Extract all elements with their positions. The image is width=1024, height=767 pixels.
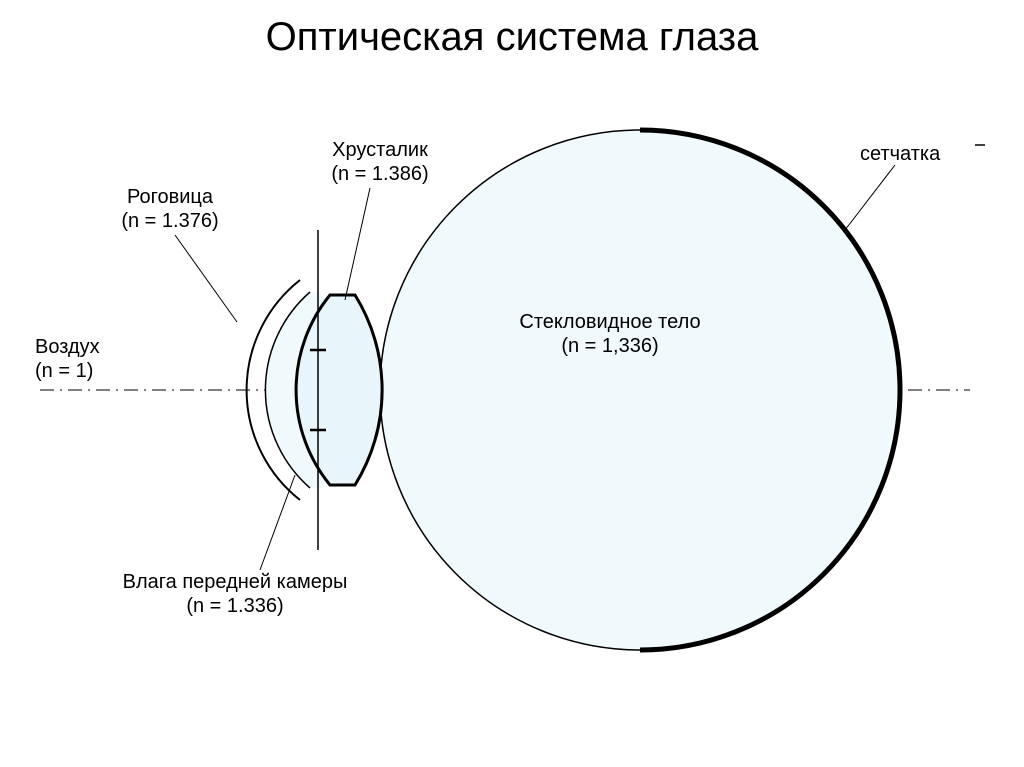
label-cornea-n: (n = 1.376) — [121, 210, 218, 232]
label-vitreous-name: Стекловидное тело — [519, 311, 700, 333]
label-retina-name: сетчатка — [860, 143, 940, 165]
label-cornea-name: Роговица — [127, 186, 213, 208]
label-lens-n: (n = 1.386) — [331, 163, 428, 185]
leader-lens — [345, 188, 370, 300]
vitreous-body — [380, 130, 900, 650]
leader-retina — [845, 165, 895, 230]
label-lens: Хрусталик (n = 1.386) — [290, 138, 470, 186]
label-air-name: Воздух — [35, 336, 100, 358]
eye-diagram: Роговица (n = 1.376) Хрусталик (n = 1.38… — [0, 100, 1024, 720]
label-aqueous-n: (n = 1.336) — [186, 595, 283, 617]
leader-cornea — [175, 235, 237, 322]
label-lens-name: Хрусталик — [332, 139, 428, 161]
label-aqueous: Влага передней камеры (n = 1.336) — [85, 570, 385, 618]
label-aqueous-name: Влага передней камеры — [123, 571, 348, 593]
label-cornea: Роговица (n = 1.376) — [80, 185, 260, 233]
leader-aqueous — [260, 475, 295, 570]
label-vitreous-n: (n = 1,336) — [561, 335, 658, 357]
label-air: Воздух (n = 1) — [35, 335, 155, 383]
label-vitreous: Стекловидное тело (n = 1,336) — [470, 310, 750, 358]
page-title: Оптическая система глаза — [0, 0, 1024, 60]
label-retina: сетчатка — [860, 142, 980, 166]
label-air-n: (n = 1) — [35, 360, 93, 382]
